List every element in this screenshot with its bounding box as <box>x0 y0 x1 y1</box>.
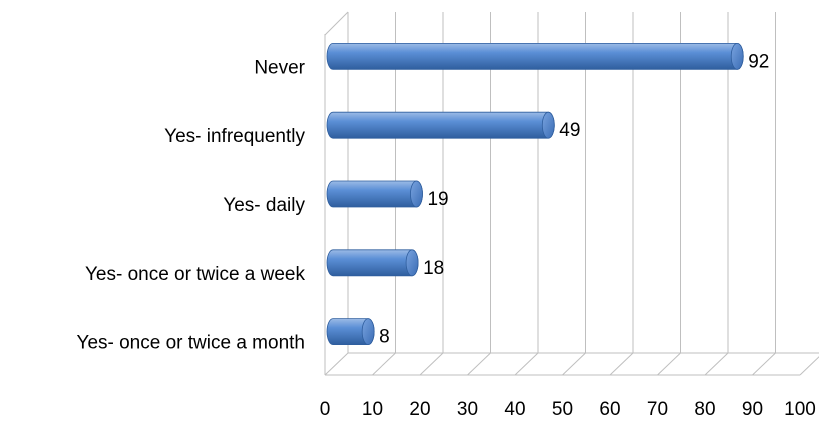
category-label: Yes- infrequently <box>164 126 305 147</box>
x-tick-label: 90 <box>742 399 763 420</box>
grid-line <box>372 352 396 376</box>
x-tick-label: 40 <box>504 399 525 420</box>
x-tick-label: 0 <box>320 399 331 420</box>
grid-line <box>514 352 539 376</box>
wall-edge <box>324 11 349 36</box>
bar-cap <box>410 180 423 208</box>
x-tick-label: 20 <box>409 399 430 420</box>
grid-line <box>419 352 444 376</box>
grid-line <box>799 356 819 376</box>
bar <box>326 249 419 277</box>
grid-line <box>657 352 681 376</box>
bar-cap <box>730 43 744 70</box>
x-tick-label: 60 <box>599 399 620 420</box>
category-label: Never <box>254 57 305 78</box>
value-label: 18 <box>423 258 444 279</box>
category-label: Yes- once or twice a month <box>77 333 305 354</box>
grid-line <box>704 352 729 376</box>
grid-line <box>752 352 776 376</box>
x-tick-label: 70 <box>647 399 668 420</box>
grid-line <box>562 352 586 376</box>
x-tick-label: 10 <box>362 399 383 420</box>
bar-cap <box>541 111 555 139</box>
x-tick-label: 50 <box>552 399 573 420</box>
x-tick-label: 100 <box>784 399 816 420</box>
category-label: Yes- once or twice a week <box>85 264 306 285</box>
bar <box>326 43 744 70</box>
value-label: 92 <box>748 51 769 72</box>
x-tick-label: 30 <box>457 399 478 420</box>
category-label: Yes- daily <box>223 195 305 216</box>
value-label: 8 <box>379 327 390 348</box>
x-tick-label: 80 <box>694 399 715 420</box>
value-label: 19 <box>427 189 448 210</box>
grid-line <box>324 352 349 376</box>
bar <box>326 180 423 208</box>
value-label: 49 <box>559 120 580 141</box>
grid-line <box>467 352 491 376</box>
grid-line <box>609 352 634 376</box>
bar-cap <box>405 249 419 277</box>
bar-cap <box>361 318 375 346</box>
bar <box>326 111 555 139</box>
